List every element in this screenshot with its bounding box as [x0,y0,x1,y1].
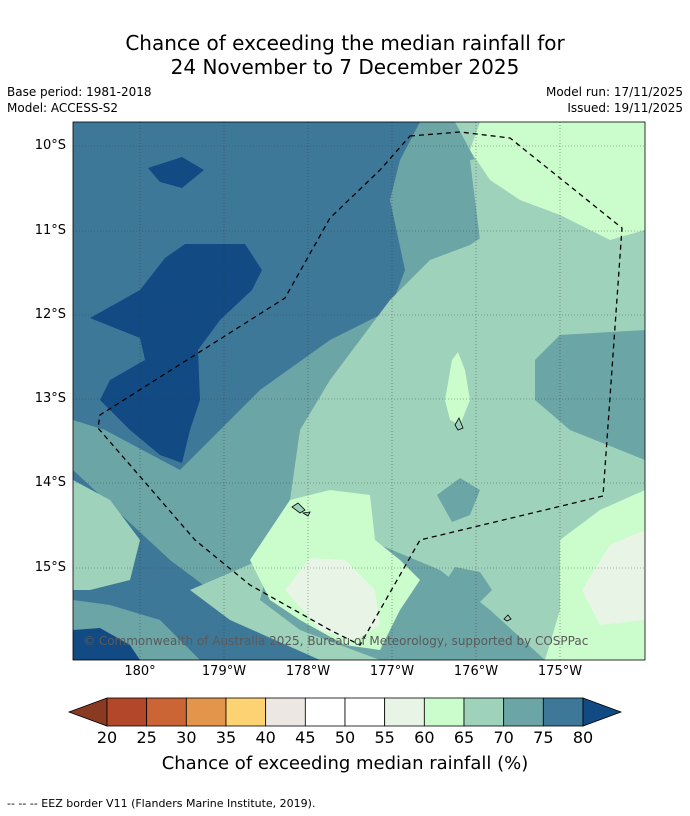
colorbar-segment [542,697,584,727]
colorbar-segment [146,697,187,727]
colorbar-segment [503,697,544,727]
colorbar-segment [265,697,306,727]
colorbar-tick-label: 30 [176,728,197,747]
colorbar-segment [423,697,465,727]
lon-label: 180° [124,664,156,679]
colorbar-tick-label: 40 [255,728,276,747]
region-65-70-blob-2 [440,567,492,612]
title-line-2: 24 November to 7 December 2025 [170,55,520,79]
colorbar-tick-label: 60 [414,728,435,747]
colorbar-extend-low [67,697,108,727]
colorbar-segment [344,697,386,727]
lon-label: 179°W [201,664,247,679]
lat-label: 12°S [34,307,66,322]
lon-label: 175°W [537,664,583,679]
copyright: © Commonwealth of Australia 2025, Bureau… [83,634,588,648]
region-75-80-main [90,244,262,463]
colorbar-tick-label: 45 [295,728,316,747]
lon-label: 177°W [369,664,415,679]
meta-right: Model run: 17/11/2025 Issued: 19/11/2025 [546,84,683,116]
colorbar-tick-label: 25 [136,728,157,747]
lon-label: 178°W [285,664,331,679]
island-2 [291,502,306,514]
colorbar [67,697,623,727]
lat-label: 10°S [34,138,66,153]
region-60-65-west [73,480,140,590]
meta-left: Base period: 1981-2018 Model: ACCESS-S2 [7,84,152,116]
lat-label: 14°S [34,475,66,490]
lat-label: 15°S [34,560,66,575]
issued-date: Issued: 19/11/2025 [567,101,683,115]
island-4 [503,614,512,622]
map-plot [73,122,645,660]
colorbar-segment [106,697,148,727]
map-frame [72,121,646,661]
colorbar-segment [384,697,425,727]
colorbar-label: Chance of exceeding median rainfall (%) [161,753,529,774]
lat-label: 11°S [34,223,66,238]
colorbar-segment [185,697,227,727]
region-75-80-north [148,157,204,188]
footnote: -- -- -- EEZ border V11 (Flanders Marine… [7,797,316,810]
colorbar-segment [225,697,267,727]
region-75-80-south [73,628,140,660]
island-1 [454,417,464,431]
colorbar-extend-high [582,697,623,727]
eez-border [97,131,623,646]
colorbar-tick-label: 55 [374,728,395,747]
region-65-70-blob-1 [437,478,480,522]
colorbar-tick-label: 70 [493,728,514,747]
colorbar-tick-label: 35 [215,728,237,747]
colorbar-tick-label: 20 [96,728,118,747]
island-3 [301,511,311,517]
lon-label: 176°W [453,664,499,679]
base-period: Base period: 1981-2018 [7,85,152,99]
colorbar-tick-label: 50 [334,728,356,747]
title-line-1: Chance of exceeding the median rainfall … [125,31,565,55]
colorbar-segment [463,697,505,727]
colorbar-tick-label: 75 [533,728,554,747]
colorbar-tick-label: 65 [453,728,475,747]
graticule [73,122,645,660]
region-50-55-b [582,530,645,625]
region-55-60-island [445,352,470,425]
model-run: Model run: 17/11/2025 [545,85,683,99]
lat-label: 13°S [34,391,66,406]
model-name: Model: ACCESS-S2 [7,101,119,115]
colorbar-tick-label: 80 [572,728,594,747]
colorbar-segment [304,697,346,727]
map-title: Chance of exceeding the median rainfall … [0,31,690,79]
region-50-55-a [285,558,380,640]
